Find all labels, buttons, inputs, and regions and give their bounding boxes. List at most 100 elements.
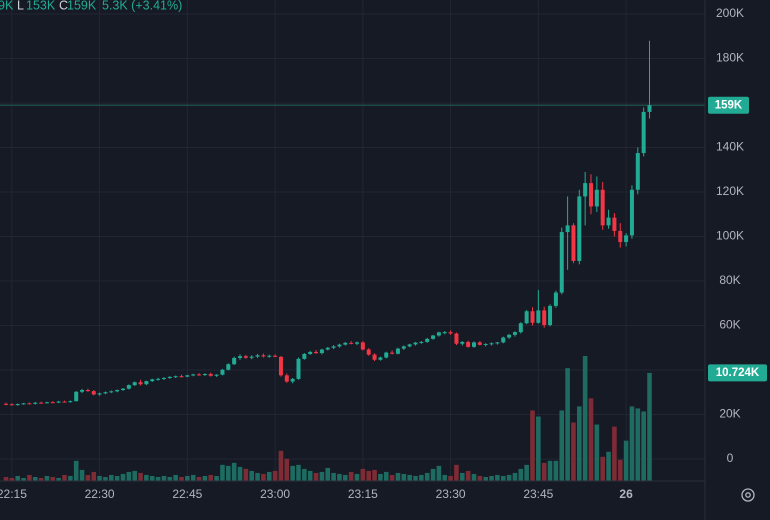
volume-bar <box>448 475 453 481</box>
candle-body <box>331 346 336 348</box>
candle-body <box>571 225 576 261</box>
candle-body <box>524 311 529 324</box>
grid <box>0 0 705 481</box>
volume-bar <box>226 465 231 481</box>
candle-body <box>21 403 26 405</box>
volume-bar <box>518 468 524 481</box>
volume-bar <box>231 462 237 481</box>
candle-body <box>226 364 231 370</box>
volume-bar <box>536 416 541 481</box>
volume-bar <box>612 426 617 481</box>
volume-bar <box>44 475 50 481</box>
volume-layer <box>3 356 652 481</box>
y-tick-label: 80K <box>719 273 740 287</box>
volume-bar <box>313 472 319 481</box>
candle-body <box>319 349 324 354</box>
candle-body <box>243 356 248 358</box>
candle-body <box>477 342 482 345</box>
candle-body <box>15 404 20 406</box>
candle-body <box>407 344 412 347</box>
volume-bar <box>407 474 412 481</box>
volume-bar <box>32 476 38 481</box>
volume-bar <box>290 465 295 481</box>
volume-bar <box>331 472 336 481</box>
volume-bar <box>114 475 120 481</box>
candle-body <box>109 391 114 393</box>
y-tick-label: 100K <box>716 229 744 243</box>
x-tick-label: 22:30 <box>85 487 115 501</box>
volume-bar <box>454 464 459 481</box>
volume-bar <box>582 356 588 481</box>
volume-bar <box>623 440 629 481</box>
volume-bar <box>214 475 219 481</box>
volume-bar <box>588 398 594 481</box>
candle-body <box>635 153 640 190</box>
x-tick-label: 23:30 <box>436 487 466 501</box>
volume-bar <box>255 472 260 481</box>
volume-bar <box>85 474 91 481</box>
candle-body <box>337 344 342 347</box>
volume-bar <box>553 460 559 481</box>
candle-body <box>536 310 541 323</box>
volume-bar <box>185 475 190 481</box>
volume-bar <box>424 472 430 481</box>
volume-bar <box>173 474 178 481</box>
volume-bar <box>483 476 488 481</box>
candle-body <box>600 189 605 226</box>
candle-body <box>232 357 237 365</box>
volume-bar <box>343 474 348 481</box>
volume-bar <box>237 466 243 481</box>
volume-bar <box>647 372 652 481</box>
candle-body <box>436 332 441 336</box>
volume-bar <box>126 471 132 481</box>
candle-body <box>308 351 313 354</box>
ohlc-text: 153K <box>26 0 56 12</box>
volume-bar <box>149 475 155 481</box>
candle-body <box>302 353 307 359</box>
candle-body <box>419 341 424 343</box>
volume-bar <box>577 406 582 481</box>
candle-body <box>565 225 570 233</box>
settings-icon[interactable] <box>741 488 755 502</box>
candle-body <box>360 342 365 350</box>
candle-body <box>267 355 272 357</box>
candle-body <box>448 332 453 334</box>
volume-bar <box>512 472 518 481</box>
candle-body <box>589 183 593 207</box>
volume-bar <box>500 475 506 481</box>
candle-body <box>255 355 260 357</box>
candle-body <box>220 369 225 375</box>
volume-bar <box>430 468 436 481</box>
x-tick-label: 23:00 <box>260 487 290 501</box>
candle-body <box>501 337 506 343</box>
volume-bar <box>442 474 448 481</box>
volume-bar <box>272 470 278 481</box>
candle-body <box>629 189 634 236</box>
volume-bar <box>477 475 483 481</box>
candle-body <box>91 391 96 395</box>
candle-body <box>553 292 558 306</box>
volume-bar <box>307 470 313 481</box>
volume-bar <box>378 473 383 481</box>
candle-body <box>4 403 8 405</box>
volume-bar <box>190 474 196 481</box>
volume-bar <box>196 476 202 481</box>
candle-body <box>442 332 447 334</box>
volume-bar <box>278 450 284 481</box>
candle-body <box>249 356 254 358</box>
candle-body <box>191 374 196 376</box>
volume-bar <box>109 474 114 481</box>
candle-body <box>273 355 278 357</box>
candle-body <box>261 355 266 357</box>
last-volume-label: 10.724K <box>716 367 760 379</box>
candle-body <box>641 111 646 154</box>
settings-button[interactable] <box>741 488 755 502</box>
volume-bar <box>91 471 97 481</box>
candle-layer <box>4 40 652 406</box>
candle-body <box>284 375 289 382</box>
volume-bar <box>79 469 85 481</box>
settings-icon-core[interactable] <box>745 492 751 498</box>
volume-bar <box>208 474 214 481</box>
volume-bar <box>161 475 167 481</box>
